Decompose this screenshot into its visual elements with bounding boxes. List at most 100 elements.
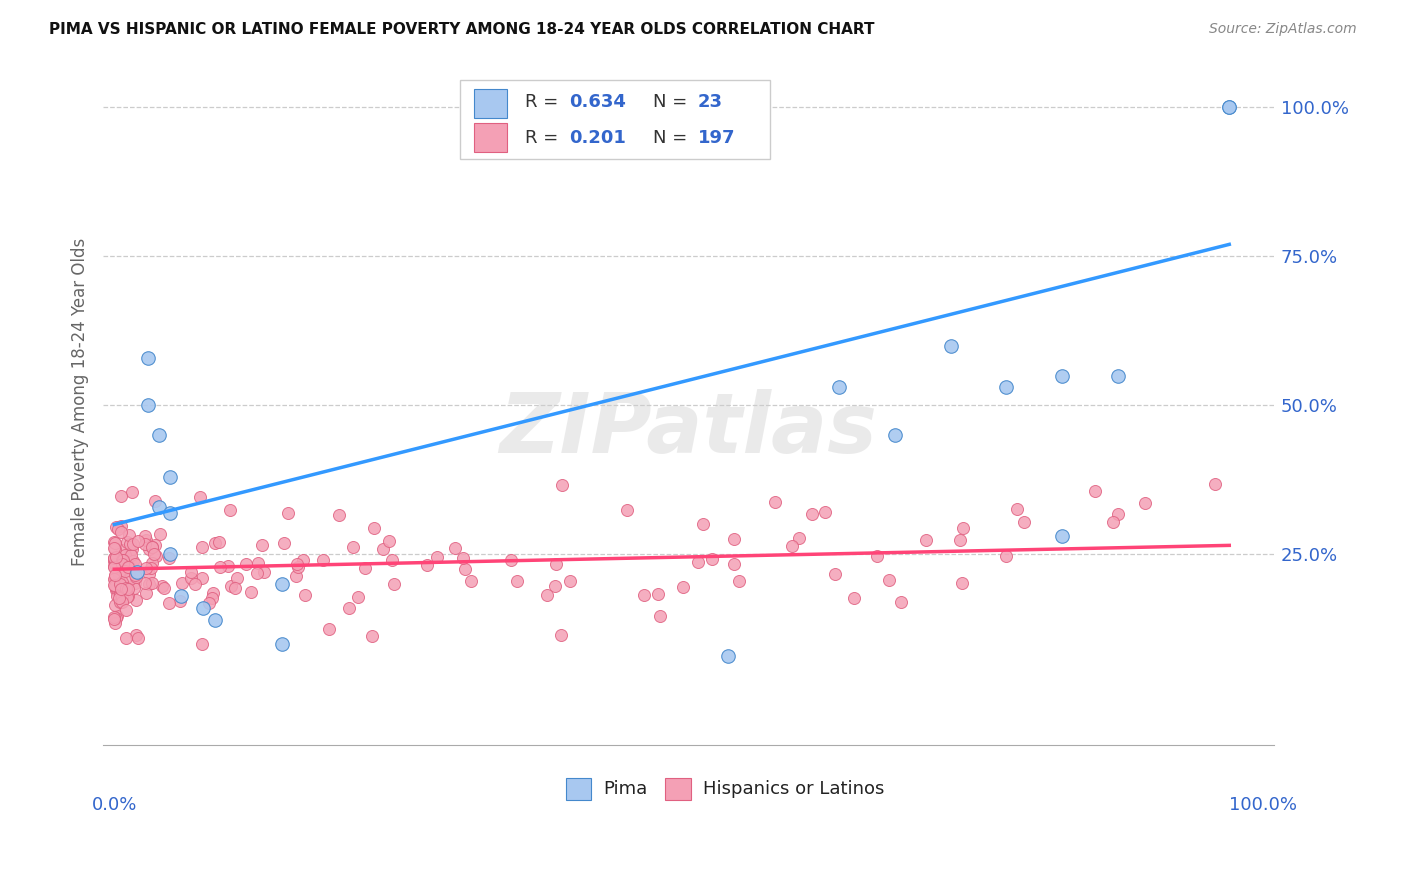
Point <box>287 560 309 574</box>
Point <box>127 631 149 645</box>
Point <box>141 541 163 555</box>
Point <box>360 629 382 643</box>
Point <box>346 591 368 605</box>
Point <box>124 568 146 582</box>
Point <box>111 542 134 557</box>
Text: R =: R = <box>524 129 564 147</box>
Point <box>115 535 138 549</box>
Point <box>172 576 194 591</box>
Point <box>950 575 973 590</box>
Point <box>995 380 1018 394</box>
Point <box>105 608 128 623</box>
Point <box>550 628 572 642</box>
Point <box>692 516 714 531</box>
Point <box>373 541 395 556</box>
Point <box>103 559 125 574</box>
Point <box>134 537 156 551</box>
Point <box>284 569 307 583</box>
Point <box>105 589 128 603</box>
Point <box>150 579 173 593</box>
Point <box>180 566 202 580</box>
Point <box>108 594 131 608</box>
Point <box>204 613 226 627</box>
Point <box>544 557 567 571</box>
Point <box>138 542 160 557</box>
Point <box>148 428 170 442</box>
Point <box>104 583 127 598</box>
Point <box>111 557 134 571</box>
Point <box>108 586 131 600</box>
Point <box>114 564 136 578</box>
Point <box>191 541 214 555</box>
Point <box>143 539 166 553</box>
Point <box>118 545 141 559</box>
Point <box>1050 368 1073 383</box>
Point <box>787 531 810 545</box>
Point <box>844 591 866 606</box>
Point <box>115 603 138 617</box>
Text: N =: N = <box>654 93 693 112</box>
Point <box>1050 529 1073 543</box>
Point <box>191 571 214 585</box>
Text: 0.634: 0.634 <box>569 93 626 112</box>
Point <box>453 550 475 565</box>
Point <box>354 561 377 575</box>
Point <box>250 537 273 551</box>
Text: 23: 23 <box>697 93 723 112</box>
Point <box>135 586 157 600</box>
Point <box>201 591 224 606</box>
Point <box>219 579 242 593</box>
Point <box>170 589 193 603</box>
Point <box>543 579 565 593</box>
Point <box>141 557 163 571</box>
Point <box>209 559 232 574</box>
Point <box>426 549 449 564</box>
Text: 0.0%: 0.0% <box>91 797 136 814</box>
Point <box>1084 484 1107 499</box>
Point <box>235 557 257 571</box>
Point <box>224 581 246 595</box>
Point <box>239 584 262 599</box>
Point <box>952 521 974 535</box>
Point <box>110 518 132 533</box>
Point <box>108 565 131 579</box>
Point <box>105 520 128 534</box>
Point <box>780 539 803 553</box>
Point <box>134 575 156 590</box>
Text: 197: 197 <box>697 129 735 147</box>
Point <box>342 540 364 554</box>
Point <box>111 595 134 609</box>
Point <box>118 559 141 574</box>
Point <box>136 351 159 365</box>
Point <box>117 559 139 574</box>
Point <box>120 557 142 571</box>
Point <box>700 552 723 566</box>
Point <box>1107 507 1129 521</box>
Point <box>104 558 127 572</box>
Point <box>110 525 132 540</box>
Point <box>416 558 439 572</box>
Point <box>114 581 136 595</box>
Point <box>111 562 134 576</box>
Point <box>157 550 180 565</box>
Point <box>103 541 125 555</box>
Point <box>103 572 125 586</box>
Point <box>883 428 905 442</box>
Point <box>536 588 558 602</box>
FancyBboxPatch shape <box>665 778 690 800</box>
Point <box>193 601 215 615</box>
Point <box>294 588 316 602</box>
Point <box>723 558 745 572</box>
Point <box>125 565 148 579</box>
Point <box>716 648 738 663</box>
Point <box>270 577 292 591</box>
Point <box>184 577 207 591</box>
Point <box>169 594 191 608</box>
Point <box>142 547 165 561</box>
Point <box>108 577 131 591</box>
Point <box>208 535 231 549</box>
Point <box>121 485 143 500</box>
Point <box>105 611 128 625</box>
Point <box>273 536 295 550</box>
Point <box>124 570 146 584</box>
